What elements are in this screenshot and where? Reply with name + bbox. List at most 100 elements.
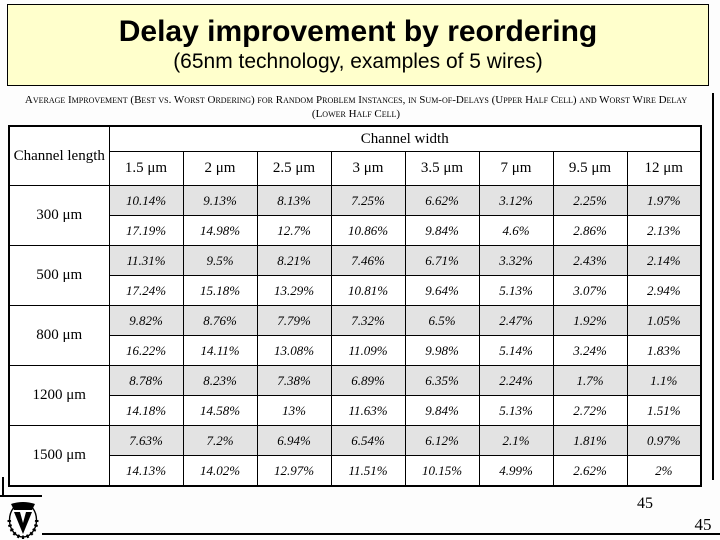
table-cell: 3.32%	[478, 245, 554, 276]
table-cell: 4.99%	[478, 455, 554, 487]
slide-title-box: Delay improvement by reordering (65nm te…	[7, 4, 709, 86]
table-cell: 8.23%	[182, 365, 258, 396]
table-cell: 12.7%	[256, 215, 332, 246]
table-cell: 7.79%	[256, 305, 332, 336]
table-cell: 8.21%	[256, 245, 332, 276]
table-cell: 10.81%	[330, 275, 406, 306]
table-cell: 14.18%	[108, 395, 184, 426]
table-cell: 7.63%	[108, 425, 184, 456]
table-cell: 2%	[626, 455, 702, 487]
table-cell: 3.07%	[552, 275, 628, 306]
table-cell: 2.94%	[626, 275, 702, 306]
table-cell: 13.08%	[256, 335, 332, 366]
page-number-corner: 45	[694, 515, 712, 534]
row-label: 300 μm	[8, 185, 110, 246]
table-cell: 14.98%	[182, 215, 258, 246]
slide-title: Delay improvement by reordering	[118, 15, 598, 48]
slide-subtitle: (65nm technology, examples of 5 wires)	[173, 50, 543, 73]
column-header: 9.5 μm	[552, 151, 628, 186]
table-cell: 7.2%	[182, 425, 258, 456]
table-cell: 0.97%	[626, 425, 702, 456]
table-cell: 5.14%	[478, 335, 554, 366]
row-label: 800 μm	[8, 305, 110, 366]
table-cell: 1.81%	[552, 425, 628, 456]
table-row: 14.18% 14.58% 13% 11.63% 9.84% 5.13% 2.7…	[9, 395, 702, 426]
row-label: 1500 μm	[8, 425, 110, 487]
table-cell: 2.13%	[626, 215, 702, 246]
table-cell: 11.51%	[330, 455, 406, 487]
table-cell: 5.13%	[478, 275, 554, 306]
table-cell: 10.15%	[404, 455, 480, 487]
table-cell: 2.43%	[552, 245, 628, 276]
table-cell: 9.64%	[404, 275, 480, 306]
table-cell: 7.25%	[330, 185, 406, 216]
table-cell: 6.54%	[330, 425, 406, 456]
table-row: 17.24% 15.18% 13.29% 10.81% 9.64% 5.13% …	[9, 275, 702, 306]
column-header: 12 μm	[626, 151, 702, 186]
technion-logo-icon	[7, 502, 39, 539]
table-row: 1500 μm 7.63% 7.2% 6.94% 6.54% 6.12% 2.1…	[8, 425, 702, 487]
frame-line-right	[712, 93, 714, 480]
table-cell: 1.97%	[626, 185, 702, 216]
table-cell: 6.5%	[404, 305, 480, 336]
table-cell: 1.1%	[626, 365, 702, 396]
table-cell: 2.86%	[552, 215, 628, 246]
table-cell: 10.86%	[330, 215, 406, 246]
table-cell: 8.13%	[256, 185, 332, 216]
table-cell: 13%	[256, 395, 332, 426]
table-cell: 1.83%	[626, 335, 702, 366]
row-label: 500 μm	[8, 245, 110, 306]
column-header: 7 μm	[478, 151, 554, 186]
table-cell: 6.89%	[330, 365, 406, 396]
table-cell: 1.92%	[552, 305, 628, 336]
table-cell: 4.6%	[478, 215, 554, 246]
frame-bracket-horizontal	[0, 495, 42, 497]
table-cell: 9.84%	[404, 215, 480, 246]
footer-divider-line	[42, 533, 720, 535]
row-label: 1200 μm	[8, 365, 110, 426]
table-cell: 1.51%	[626, 395, 702, 426]
table-row: 500 μm 11.31% 9.5% 8.21% 7.46% 6.71% 3.3…	[8, 245, 702, 306]
table-cell: 7.38%	[256, 365, 332, 396]
table-cell: 6.62%	[404, 185, 480, 216]
table-cell: 9.5%	[182, 245, 258, 276]
column-header: 2.5 μm	[256, 151, 332, 186]
table-cell: 2.47%	[478, 305, 554, 336]
delay-improvement-table: Channel length Channel width 1.5 μm 2 μm…	[8, 125, 702, 487]
table-cell: 17.19%	[108, 215, 184, 246]
table-cell: 14.11%	[182, 335, 258, 366]
table-cell: 11.63%	[330, 395, 406, 426]
table-caption: Average Improvement (Best vs. Worst Orde…	[24, 94, 688, 120]
table-cell: 9.82%	[108, 305, 184, 336]
table-row: 14.13% 14.02% 12.97% 11.51% 10.15% 4.99%…	[9, 455, 702, 487]
table-cell: 3.12%	[478, 185, 554, 216]
table-cell: 15.18%	[182, 275, 258, 306]
table-cell: 2.1%	[478, 425, 554, 456]
table-cell: 8.78%	[108, 365, 184, 396]
page-number: 45	[637, 495, 653, 512]
table-cell: 2.14%	[626, 245, 702, 276]
table-cell: 9.98%	[404, 335, 480, 366]
frame-bracket-vertical	[2, 477, 4, 497]
table-cell: 10.14%	[108, 185, 184, 216]
table-cell: 17.24%	[108, 275, 184, 306]
table-cell: 11.09%	[330, 335, 406, 366]
table-row: 1200 μm 8.78% 8.23% 7.38% 6.89% 6.35% 2.…	[8, 365, 702, 426]
table-cell: 14.58%	[182, 395, 258, 426]
table-row: 300 μm 10.14% 9.13% 8.13% 7.25% 6.62% 3.…	[8, 185, 702, 246]
column-header: 2 μm	[182, 151, 258, 186]
table-cell: 12.97%	[256, 455, 332, 487]
table-cell: 1.7%	[552, 365, 628, 396]
column-group-header: Channel width	[108, 125, 702, 152]
table-cell: 7.46%	[330, 245, 406, 276]
column-header: 3 μm	[330, 151, 406, 186]
table-cell: 16.22%	[108, 335, 184, 366]
corner-header: Channel length	[8, 125, 110, 186]
table-cell: 2.72%	[552, 395, 628, 426]
table-row: 17.19% 14.98% 12.7% 10.86% 9.84% 4.6% 2.…	[9, 215, 702, 246]
table-cell: 1.05%	[626, 305, 702, 336]
table-cell: 6.94%	[256, 425, 332, 456]
table-cell: 7.32%	[330, 305, 406, 336]
table-cell: 6.12%	[404, 425, 480, 456]
table-row: 16.22% 14.11% 13.08% 11.09% 9.98% 5.14% …	[9, 335, 702, 366]
